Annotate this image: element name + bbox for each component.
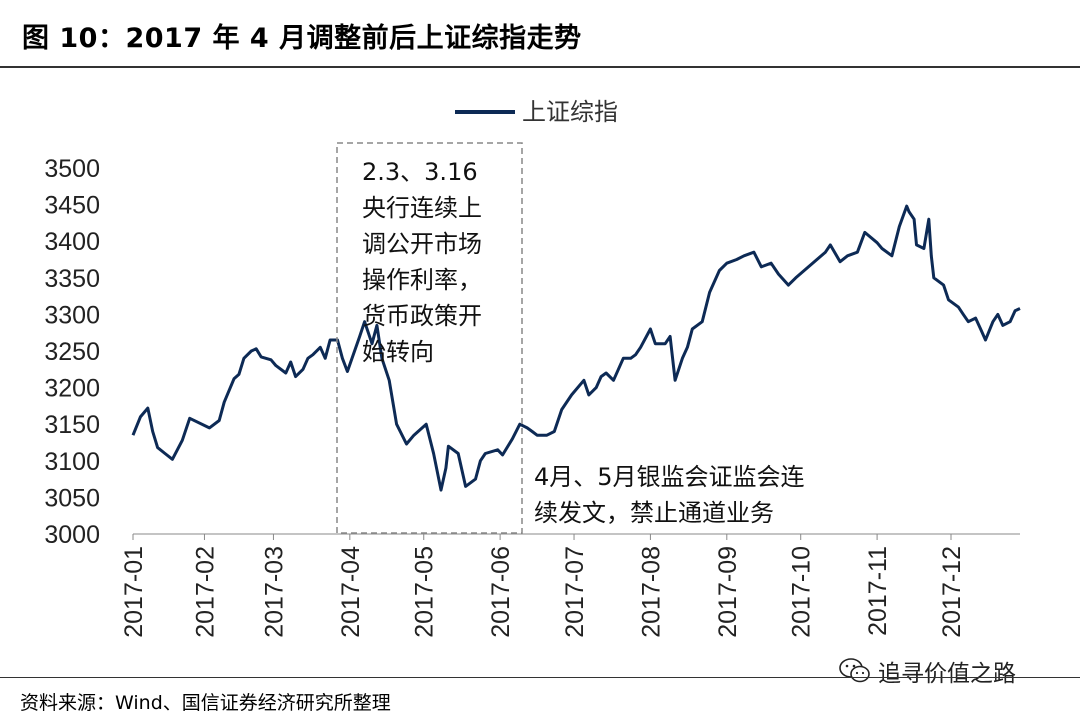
x-tick-label: 2017-03 [260, 546, 288, 638]
footer-rule [0, 677, 1080, 678]
annotation-line: 调公开市场 [362, 230, 482, 258]
x-axis: 2017-01 2017-02 2017-03 2017-04 2017-05 2017-… [120, 533, 1020, 638]
legend-label: 上证综指 [522, 98, 618, 126]
source-note: 资料来源：Wind、国信证券经济研究所整理 [20, 692, 391, 714]
annotation-line: 续发文，禁止通道业务 [534, 499, 774, 527]
title-rule [0, 66, 1080, 68]
x-tick-label: 2017-11 [864, 546, 892, 636]
x-tick-label: 2017-10 [788, 546, 816, 638]
legend: 上证综指 [455, 98, 618, 126]
x-tick-label: 2017-08 [637, 546, 665, 638]
wechat-icon [839, 658, 870, 683]
annotation-line: 货币政策开 [362, 302, 482, 330]
y-tick-label: 3250 [44, 338, 100, 366]
y-tick-label: 3200 [44, 375, 100, 403]
y-tick-label: 3150 [44, 411, 100, 439]
y-tick-label: 3400 [44, 228, 100, 256]
x-tick-label: 2017-05 [411, 546, 439, 638]
series-line [131, 204, 1021, 492]
y-tick-label: 3300 [44, 301, 100, 329]
y-tick-label: 3450 [44, 192, 100, 220]
watermark-text: 追寻价值之路 [878, 661, 1016, 687]
y-tick-label: 3100 [44, 448, 100, 476]
annotation-line: 始转向 [362, 338, 434, 366]
title-bar: 图 10：2017 年 4 月调整前后上证综指走势 [0, 0, 1080, 68]
x-tick-label: 2017-02 [191, 546, 219, 638]
x-tick-label: 2017-06 [487, 546, 515, 638]
y-tick-label: 3350 [44, 265, 100, 293]
x-tick-label: 2017-07 [561, 546, 589, 638]
x-tick-label: 2017-01 [120, 546, 148, 638]
x-tick-label: 2017-04 [337, 546, 365, 638]
x-tick-label: 2017-12 [938, 546, 966, 638]
annotation-line: 央行连续上 [362, 194, 482, 222]
x-tick-label: 2017-09 [714, 546, 742, 638]
y-tick-label: 3500 [44, 155, 100, 183]
watermark: 追寻价值之路 [838, 654, 1016, 688]
chart: 上证综指 3000 3050 3100 3150 3200 3250 3300 3350 340… [44, 98, 1021, 638]
page-title: 图 10：2017 年 4 月调整前后上证综指走势 [22, 23, 582, 54]
y-tick-label: 3050 [44, 484, 100, 512]
annotation-line: 2.3、3.16 [362, 158, 478, 186]
annotation-box [336, 142, 523, 534]
annotation-line: 4月、5月银监会证监会连 [534, 463, 805, 491]
series-layer [131, 204, 1021, 492]
annotation-line: 操作利率， [362, 266, 482, 294]
y-tick-label: 3000 [44, 521, 100, 549]
y-axis: 3000 3050 3100 3150 3200 3250 3300 3350 3400 3450… [44, 155, 100, 549]
